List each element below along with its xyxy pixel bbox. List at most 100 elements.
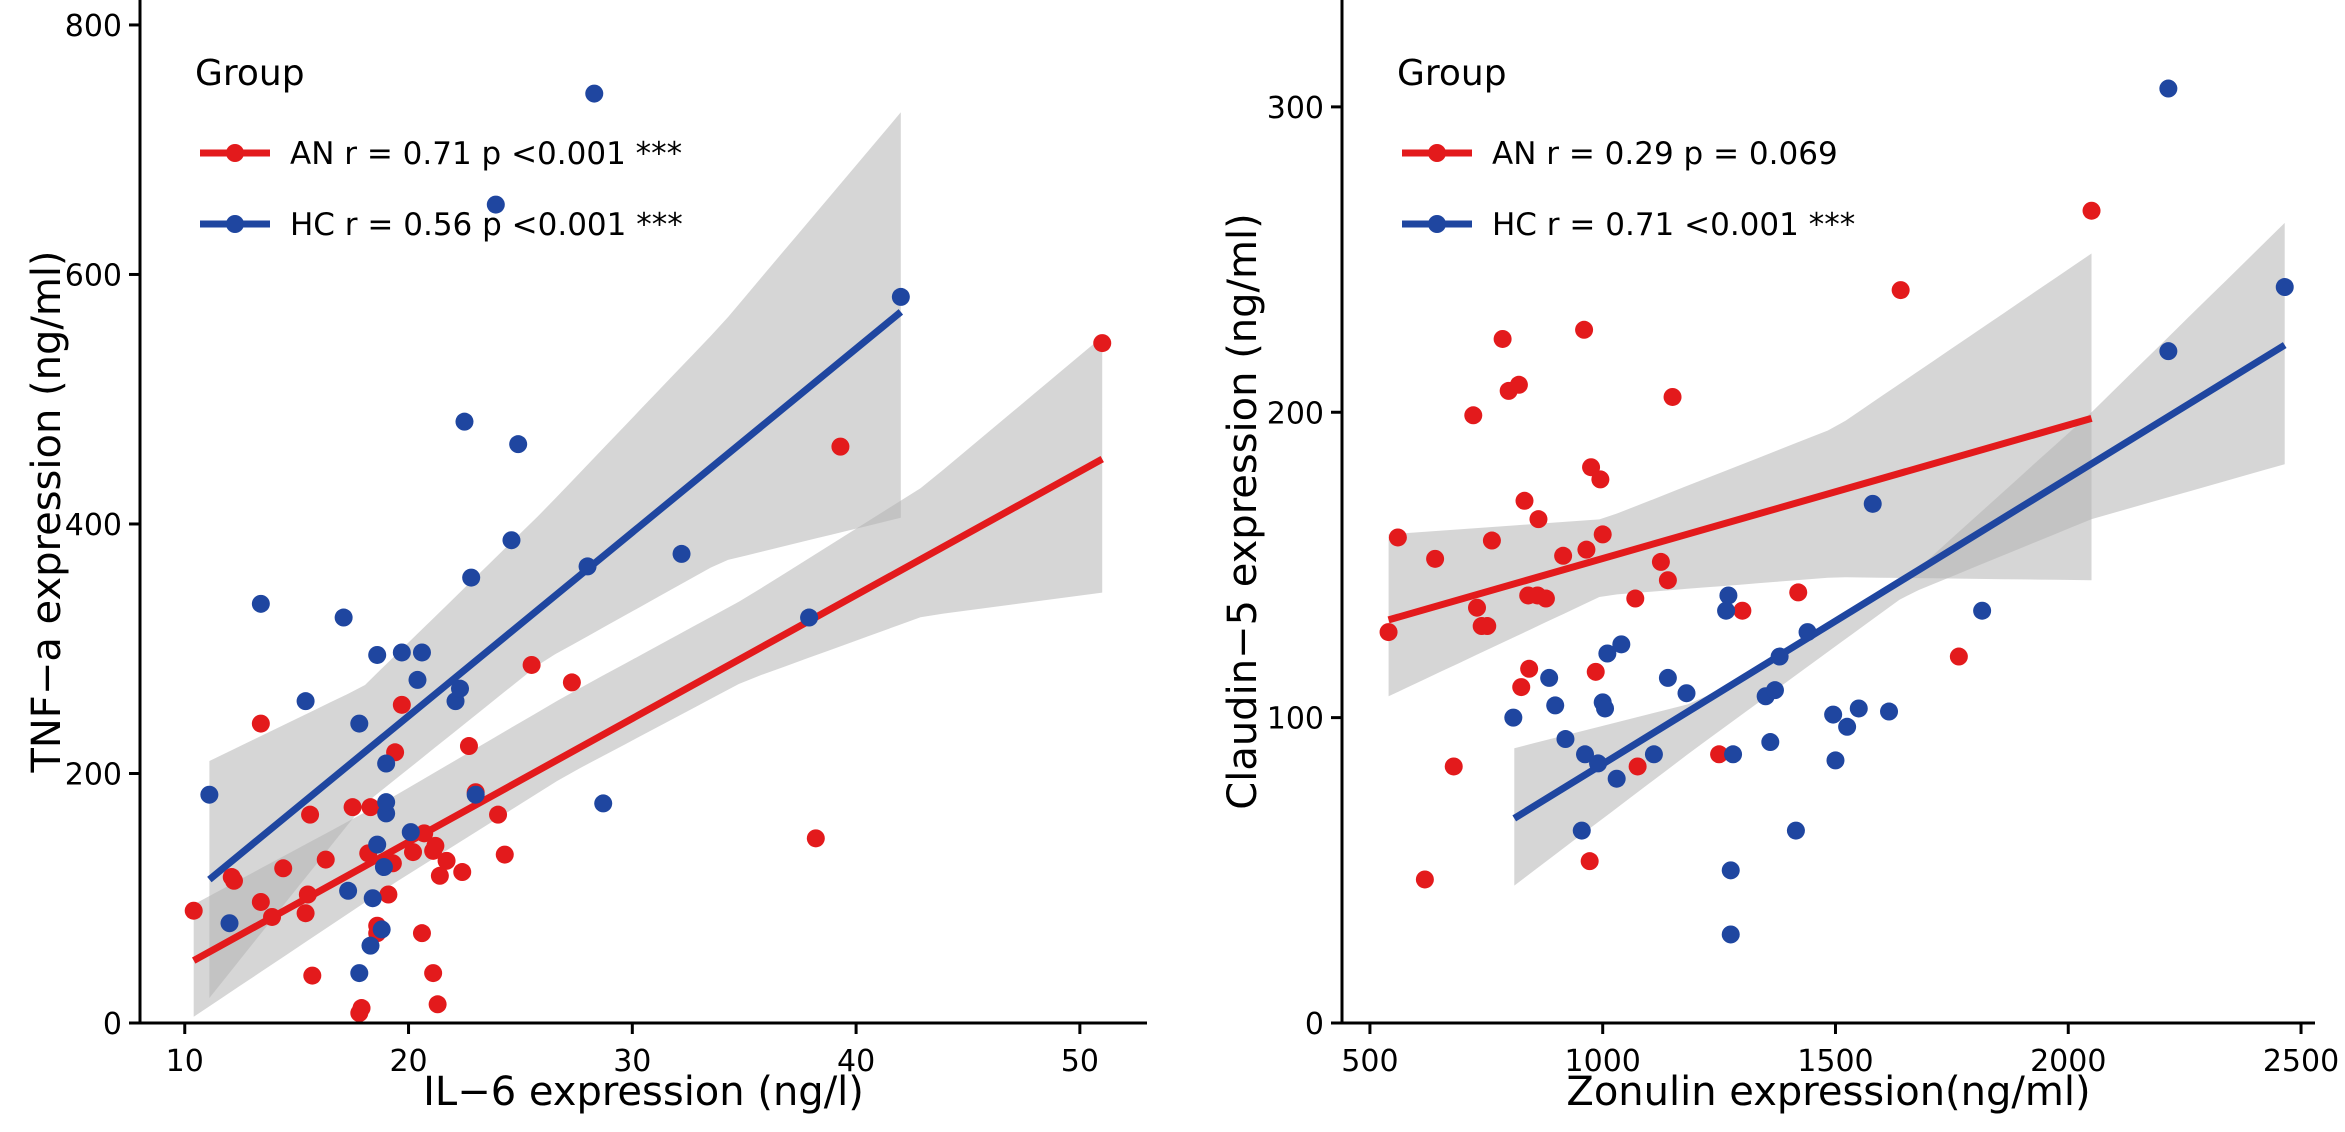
data-point-an: [424, 964, 443, 983]
data-point-an: [1426, 549, 1445, 568]
data-point-hc: [1596, 699, 1615, 718]
regression-line-an: [1387, 414, 2093, 624]
data-point-an: [1710, 745, 1729, 764]
confidence-band-an: [193, 336, 1103, 1017]
data-point-an: [1577, 540, 1596, 559]
data-point-hc: [1786, 821, 1805, 840]
data-point-an: [392, 695, 411, 714]
y-axis-title: TNF−a expression (ng/ml): [24, 250, 70, 773]
data-point-an: [489, 805, 508, 824]
data-point-an: [1586, 662, 1605, 681]
data-point-hc: [1824, 705, 1843, 724]
data-point-an: [274, 859, 293, 878]
y-tick-label: 200: [65, 757, 122, 792]
data-point-an: [184, 901, 203, 920]
data-point-an: [430, 866, 449, 885]
data-point-hc: [1973, 601, 1992, 620]
data-point-an: [296, 904, 315, 923]
data-point-hc: [1589, 754, 1608, 773]
data-point-hc: [220, 914, 239, 933]
data-point-an: [1591, 470, 1610, 489]
data-point-an: [301, 805, 320, 824]
regression-line-hc: [207, 309, 904, 883]
x-tick-label: 2500: [2263, 1044, 2339, 1079]
data-point-an: [495, 845, 514, 864]
data-point-hc: [891, 287, 910, 306]
data-point-hc: [1612, 635, 1631, 654]
data-point-an: [379, 885, 398, 904]
x-axis-title: Zonulin expression(ng/ml): [1566, 1069, 2090, 1115]
legend-title: Group: [1397, 53, 1507, 94]
data-point-hc: [363, 889, 382, 908]
data-point-hc: [486, 195, 505, 214]
data-point-hc: [361, 936, 380, 955]
data-point-hc: [502, 531, 521, 550]
data-point-hc: [1761, 733, 1780, 752]
data-point-an: [1593, 525, 1612, 544]
data-point-hc: [1765, 681, 1784, 700]
data-point-an: [806, 829, 825, 848]
data-point-an: [1789, 583, 1808, 602]
data-point-an: [1388, 528, 1407, 547]
y-tick-label: 300: [1267, 91, 1324, 126]
data-point-an: [522, 655, 541, 674]
x-tick-label: 1000: [1565, 1044, 1641, 1079]
data-point-an: [1891, 281, 1910, 300]
data-point-an: [1520, 659, 1539, 678]
legend-key-point-hc: [226, 215, 244, 233]
data-point-hc: [1770, 647, 1789, 666]
data-point-hc: [594, 794, 613, 813]
data-point-an: [1626, 589, 1645, 608]
data-point-hc: [1546, 696, 1565, 715]
data-point-an: [316, 850, 335, 869]
x-tick-label: 50: [1061, 1044, 1099, 1079]
data-point-an: [251, 892, 270, 911]
data-point-an: [1536, 589, 1555, 608]
data-point-an: [1529, 510, 1548, 529]
data-point-hc: [451, 679, 470, 698]
data-point-hc: [251, 594, 270, 613]
chart-panel-2: 500 1000 1500 2000 2500 0 100 200 300 Zonulin exp…: [1220, 0, 2339, 1115]
data-point-hc: [800, 608, 819, 627]
regression-line-an: [192, 456, 1104, 964]
data-point-hc: [350, 964, 369, 983]
data-point-hc: [412, 643, 431, 662]
data-point-hc: [1798, 623, 1817, 642]
data-point-an: [831, 437, 850, 456]
data-point-hc: [372, 920, 391, 939]
data-point-an: [343, 798, 362, 817]
data-point-hc: [392, 643, 411, 662]
data-point-hc: [1677, 684, 1696, 703]
data-point-hc: [462, 568, 481, 587]
data-point-hc: [200, 785, 219, 804]
data-point-hc: [339, 881, 358, 900]
data-point-an: [1415, 870, 1434, 889]
y-axis-title: Claudin−5 expression (ng/ml): [1220, 213, 1266, 809]
data-point-hc: [1721, 925, 1740, 944]
data-point-hc: [1504, 708, 1523, 727]
data-point-an: [352, 999, 371, 1018]
data-point-hc: [1572, 821, 1591, 840]
y-tick-label: 800: [65, 9, 122, 44]
confidence-band-an: [1388, 253, 2092, 697]
data-point-an: [415, 824, 434, 843]
data-point-an: [1580, 852, 1599, 871]
chart-panel-1: 10 20 30 40 50 0 200 400 600 800 IL−6 expression (…: [24, 0, 1147, 1115]
data-point-hc: [1556, 730, 1575, 749]
legend-key-point-hc: [1428, 215, 1446, 233]
data-point-an: [412, 924, 431, 943]
legend-key-point-an: [226, 144, 244, 162]
data-point-an: [1512, 678, 1531, 697]
data-point-hc: [377, 793, 396, 812]
data-point-hc: [1838, 717, 1857, 736]
data-point-an: [361, 798, 380, 817]
data-point-hc: [1826, 751, 1845, 770]
y-tick-label: 200: [1267, 396, 1324, 431]
data-point-an: [1444, 757, 1463, 776]
data-point-an: [224, 871, 243, 890]
data-point-an: [1515, 491, 1534, 510]
data-point-hc: [401, 823, 420, 842]
x-tick-label: 1500: [1797, 1044, 1873, 1079]
data-point-an: [1949, 647, 1968, 666]
data-point-an: [1509, 375, 1528, 394]
